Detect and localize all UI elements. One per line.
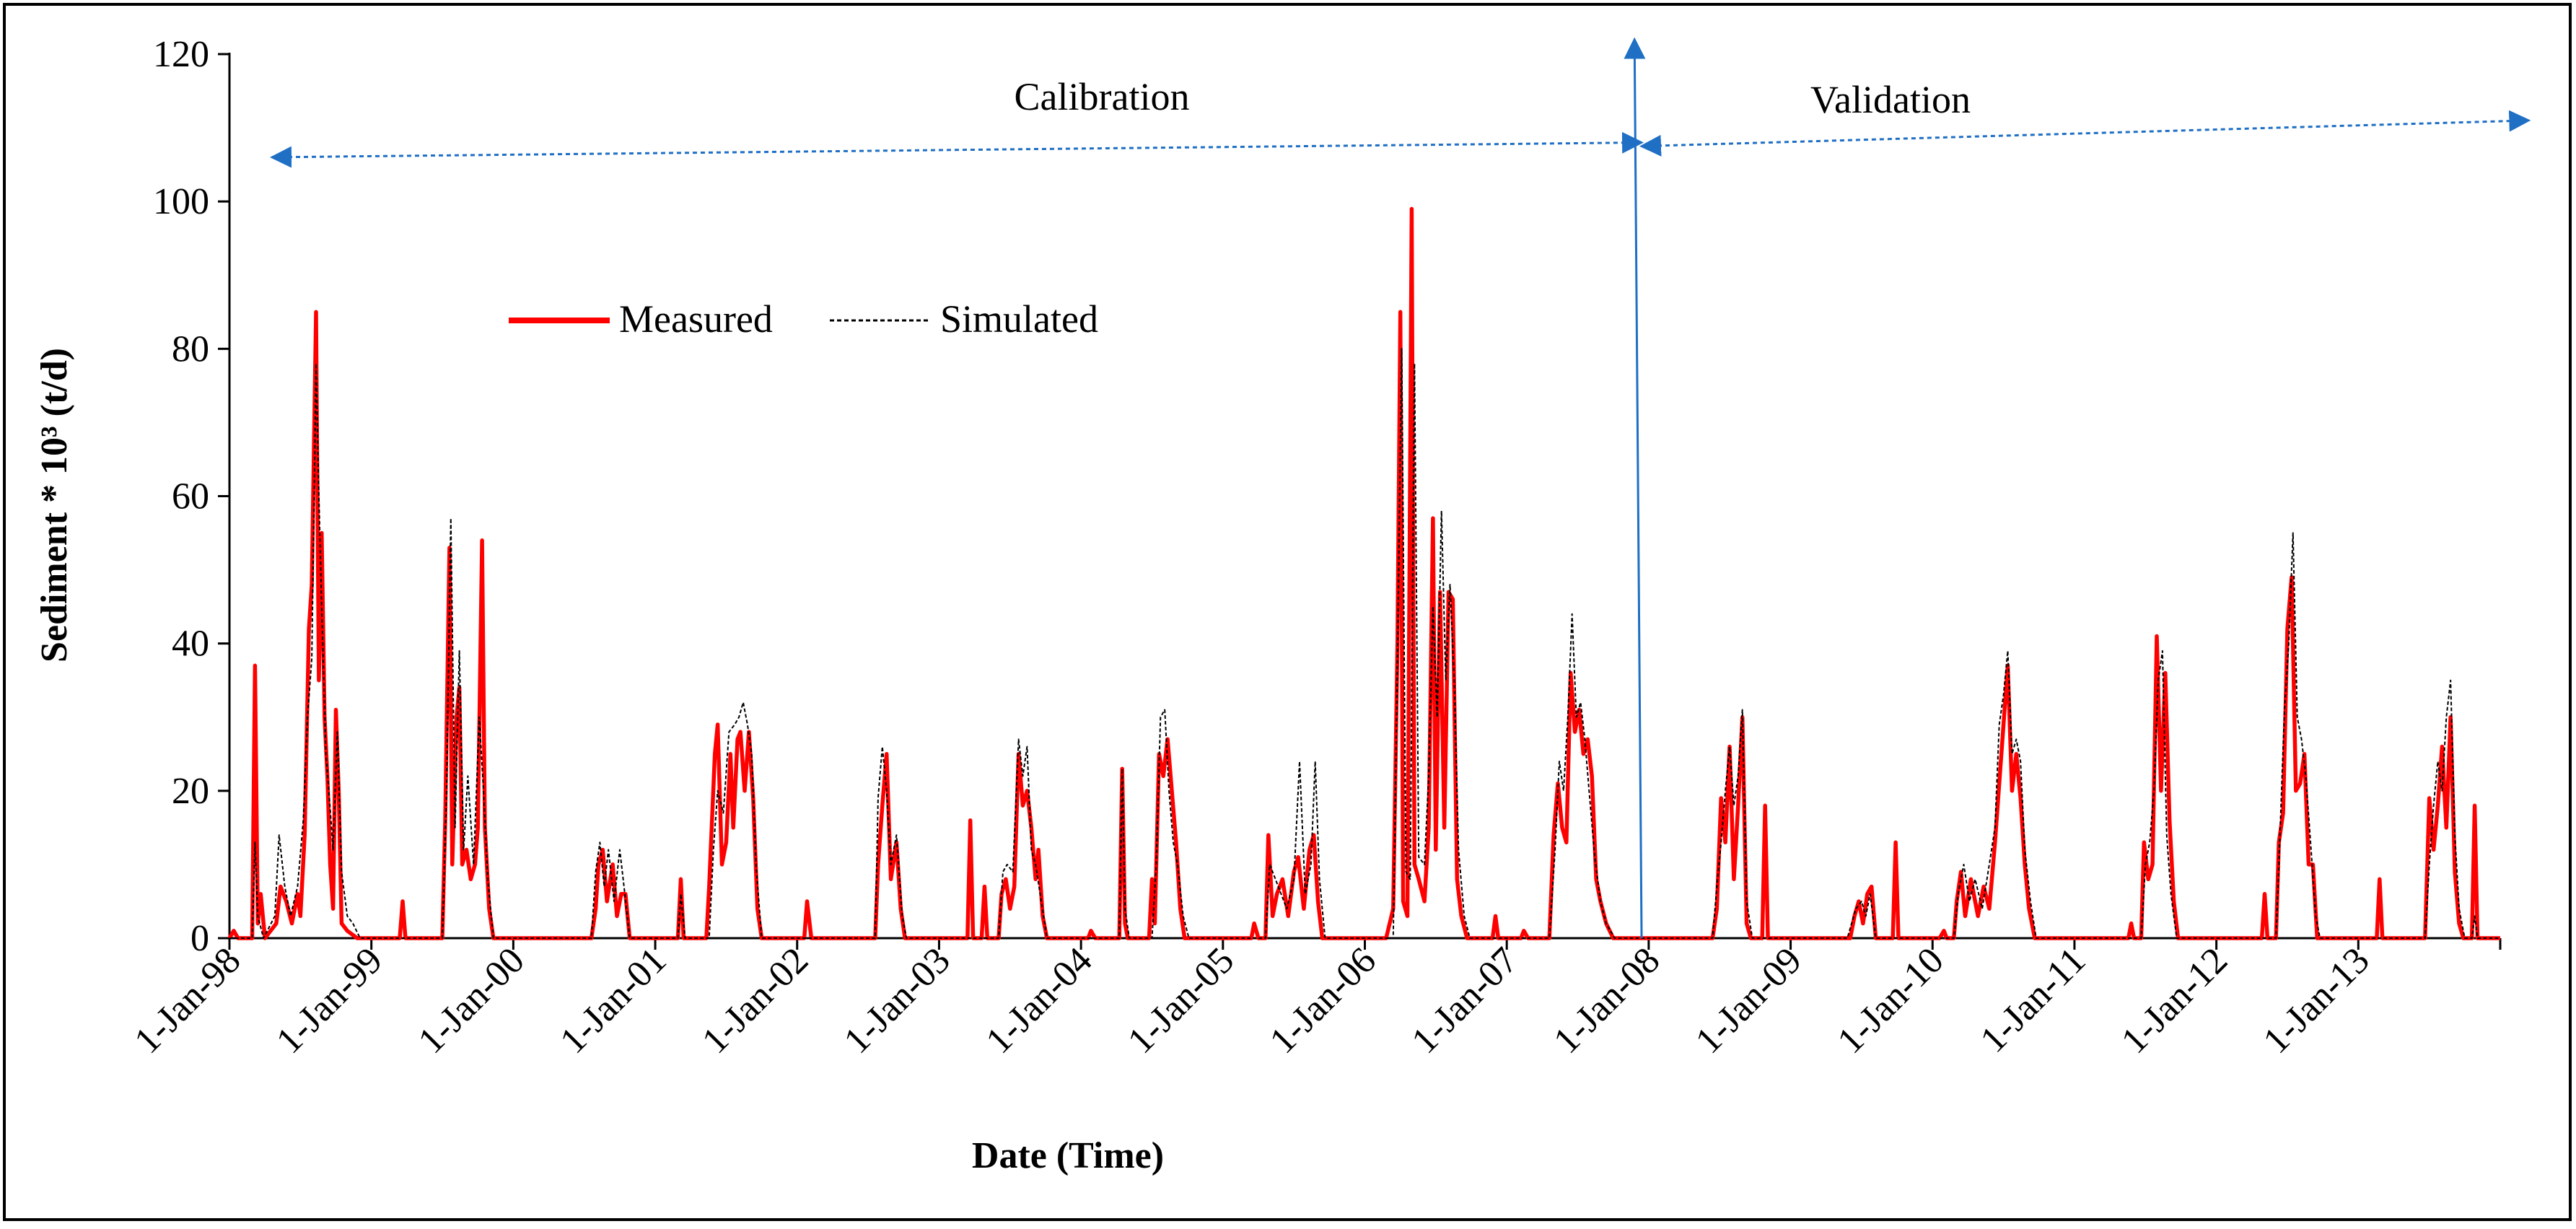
legend: Measured Simulated [509, 297, 1098, 341]
calibration-arrow [270, 131, 1644, 168]
y-tick-label: 120 [153, 34, 209, 75]
series-simulated-line [229, 348, 2500, 939]
series-group [227, 206, 2500, 940]
calibration-validation-divider [1624, 37, 1646, 939]
y-axis-title: Sediment * 10³ (t/d) [34, 348, 75, 662]
calibration-label: Calibration [1015, 75, 1190, 118]
y-tick-labels: 0 20 40 60 80 100 120 [153, 34, 209, 959]
chart-border [3, 3, 2572, 1221]
legend-measured-label: Measured [619, 297, 773, 341]
y-tick-label: 100 [153, 181, 209, 222]
validation-label: Validation [1810, 78, 1971, 121]
y-tick-label: 20 [172, 771, 209, 812]
legend-simulated-label: Simulated [940, 297, 1098, 341]
y-tick-label: 80 [172, 328, 209, 369]
validation-arrow [1639, 110, 2531, 157]
y-tick-label: 60 [172, 476, 209, 517]
x-axis-title: Date (Time) [972, 1135, 1164, 1176]
y-tick-label: 0 [190, 918, 209, 959]
y-tick-label: 40 [172, 624, 209, 665]
period-annotations [270, 37, 2531, 939]
